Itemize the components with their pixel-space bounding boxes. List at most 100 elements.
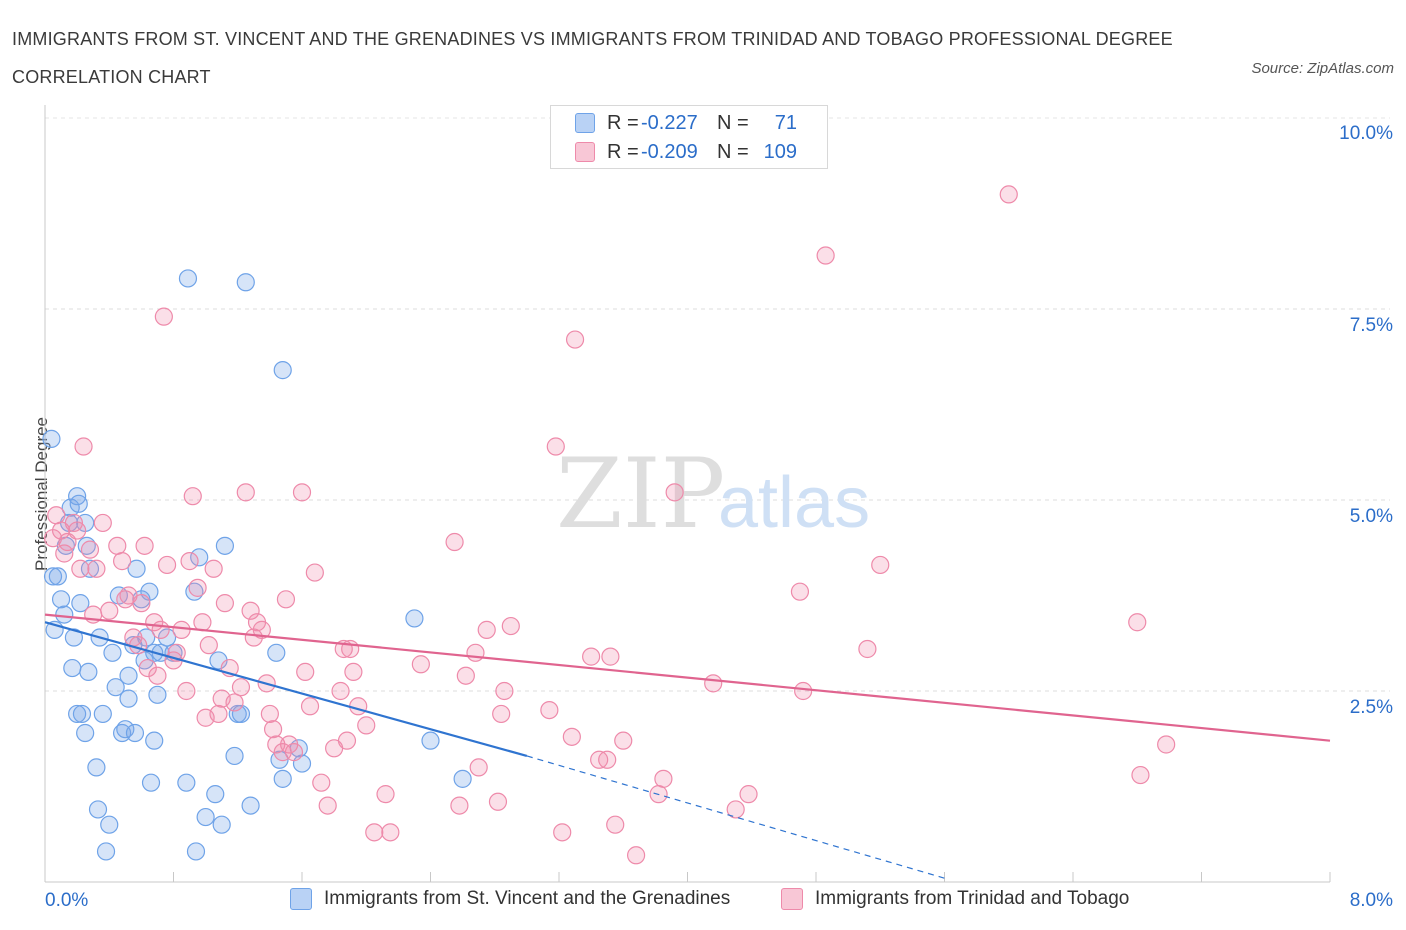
trinidad-point xyxy=(598,750,617,769)
vincent-point xyxy=(421,731,440,750)
trinidad-point xyxy=(456,666,475,685)
trinidad-point xyxy=(411,655,430,674)
trinidad-point xyxy=(129,636,148,655)
vincent-point xyxy=(55,605,74,624)
trinidad-point xyxy=(55,544,74,563)
vincent-point xyxy=(88,800,108,819)
trinidad-point xyxy=(501,616,520,636)
trinidad-point xyxy=(349,697,368,716)
vincent-point xyxy=(119,689,138,708)
trinidad-point xyxy=(296,662,315,682)
trinidad-trendline xyxy=(44,613,1331,742)
trinidad-point xyxy=(553,823,572,842)
vincent-point xyxy=(106,678,125,697)
trinidad-point xyxy=(215,594,234,613)
vincent-point xyxy=(145,731,164,750)
legend-row-trinidad: R = -0.209 N = 109 xyxy=(575,139,797,165)
vincent-point xyxy=(178,269,198,288)
vincent-point xyxy=(148,685,167,704)
trinidad-point xyxy=(209,704,228,724)
trinidad-point xyxy=(614,731,633,750)
vincent-point xyxy=(68,487,87,506)
vincent-point xyxy=(141,773,161,792)
trinidad-point xyxy=(263,720,283,739)
vincent-point xyxy=(273,361,292,380)
vincent-point xyxy=(80,559,100,578)
trinidad-point xyxy=(445,532,464,552)
trinidad-point xyxy=(284,743,304,762)
trinidad-point xyxy=(135,536,154,555)
trinidad-point xyxy=(601,647,620,666)
trinidad-point xyxy=(231,678,251,697)
vincent-point xyxy=(215,536,234,555)
trinidad-point xyxy=(300,697,320,716)
vincent-point xyxy=(103,643,122,662)
vincent-point xyxy=(79,662,98,682)
trinidad-point xyxy=(112,552,132,571)
trinidad-point xyxy=(665,483,684,502)
trinidad-point xyxy=(488,792,508,811)
trinidad-point xyxy=(582,647,601,666)
n-value: 109 xyxy=(763,140,797,163)
vincent-point xyxy=(116,720,135,739)
vincent-point xyxy=(157,628,177,647)
trinidad-point xyxy=(546,437,565,456)
watermark-atlas: atlas xyxy=(718,463,870,543)
trinidad-point xyxy=(495,681,514,701)
vincent-trendline xyxy=(44,621,528,757)
trinidad-point xyxy=(154,307,173,326)
trinidad-point xyxy=(466,643,485,662)
vincent-point xyxy=(190,548,209,567)
vincent-point xyxy=(127,559,146,578)
trinidad-point xyxy=(858,639,877,659)
vincent-point xyxy=(64,628,84,647)
trinidad-point xyxy=(74,437,93,456)
pink-swatch xyxy=(781,888,803,910)
legend-label: Immigrants from St. Vincent and the Gren… xyxy=(324,888,731,909)
trinidad-point xyxy=(492,704,511,724)
trinidad-point xyxy=(225,693,244,712)
vincent-point xyxy=(93,704,112,724)
trinidad-point xyxy=(739,785,758,804)
vincent-point xyxy=(68,704,87,724)
trinidad-point xyxy=(199,636,218,655)
trinidad-point xyxy=(148,666,167,685)
n-label: N = xyxy=(717,111,749,134)
trinidad-point xyxy=(93,513,112,533)
trinidad-point xyxy=(606,815,625,834)
trinidad-point xyxy=(276,590,296,609)
trinidad-point xyxy=(236,483,255,502)
vincent-point xyxy=(405,609,424,628)
pink-swatch xyxy=(575,142,595,162)
trinidad-point xyxy=(331,681,350,701)
trinidad-point xyxy=(108,536,127,555)
source-label: Source: ZipAtlas.com xyxy=(1251,60,1394,77)
n-label: N = xyxy=(717,140,749,163)
trinidad-point xyxy=(337,731,357,750)
trinidad-point xyxy=(47,506,66,525)
trinidad-point xyxy=(726,800,745,819)
y-tick-10-0: 10.0% xyxy=(1339,123,1393,144)
trinidad-point xyxy=(292,483,312,502)
vincent-point xyxy=(453,769,472,788)
n-value: 71 xyxy=(774,111,797,134)
blue-swatch xyxy=(290,888,312,910)
trinidad-point xyxy=(450,796,469,815)
trinidad-point xyxy=(365,823,384,842)
trinidad-point xyxy=(172,620,191,639)
trinidad-point xyxy=(816,246,835,265)
blue-swatch xyxy=(575,113,595,133)
trinidad-point xyxy=(626,846,646,865)
vincent-point xyxy=(69,494,88,513)
trinidad-point xyxy=(87,559,106,578)
trinidad-point xyxy=(794,681,813,701)
trinidad-point xyxy=(654,769,673,788)
trinidad-point xyxy=(193,613,212,632)
trinidad-point xyxy=(151,620,170,639)
r-value: -0.209 xyxy=(641,140,698,163)
vincent-point xyxy=(42,429,61,448)
trinidad-point xyxy=(1157,735,1176,754)
trinidad-point xyxy=(540,700,559,720)
trinidad-point xyxy=(71,559,90,578)
